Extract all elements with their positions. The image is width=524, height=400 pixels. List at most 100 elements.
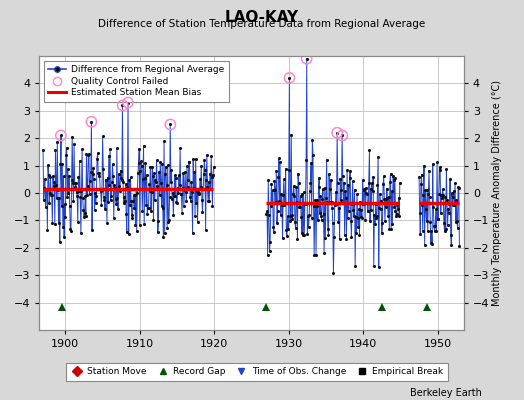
Point [75, 188, 83, 194]
Point [89, 165, 97, 171]
Point [388, 221, 397, 228]
Point [119, 179, 127, 186]
Point [60, 234, 68, 240]
Point [51, 147, 60, 154]
Point [371, 221, 379, 228]
Point [377, 206, 385, 212]
Point [191, 213, 199, 220]
Point [58, 161, 67, 167]
Point [346, 168, 354, 174]
Point [119, 200, 128, 206]
Point [369, 173, 377, 180]
Point [274, 174, 282, 180]
Point [363, 191, 371, 197]
Point [277, 212, 285, 218]
Point [279, 192, 287, 198]
Point [416, 210, 424, 216]
Point [389, 173, 397, 180]
Point [64, 190, 73, 196]
Point [180, 203, 188, 209]
Point [116, 188, 124, 194]
Point [368, 180, 376, 186]
Point [170, 193, 178, 200]
Point [204, 198, 212, 204]
Point [361, 217, 369, 223]
Point [442, 226, 450, 232]
Point [105, 152, 113, 159]
Point [423, 228, 432, 235]
Point [102, 176, 111, 183]
Point [338, 132, 346, 139]
Point [42, 186, 50, 192]
Point [105, 182, 114, 188]
Point [330, 233, 338, 240]
Point [436, 167, 444, 174]
Point [101, 206, 110, 212]
Point [54, 187, 62, 193]
Point [432, 206, 440, 212]
Point [358, 177, 367, 183]
Point [206, 186, 215, 192]
Point [92, 193, 101, 199]
Point [109, 172, 117, 179]
Point [310, 251, 319, 258]
Point [136, 168, 145, 174]
Point [205, 198, 213, 204]
Point [112, 201, 121, 207]
Point [301, 200, 309, 207]
Point [419, 192, 428, 198]
Point [327, 176, 335, 183]
Point [281, 200, 289, 206]
Point [95, 173, 103, 179]
Point [340, 180, 348, 186]
Point [96, 186, 104, 192]
Point [48, 191, 56, 198]
Point [129, 198, 137, 204]
Point [67, 228, 75, 234]
Point [334, 180, 342, 186]
Point [455, 185, 463, 191]
Point [176, 182, 184, 188]
Point [45, 172, 53, 178]
Point [125, 231, 133, 238]
Point [417, 181, 425, 188]
Point [180, 187, 189, 193]
Point [273, 220, 281, 226]
Point [378, 220, 387, 226]
Point [110, 214, 118, 221]
Point [447, 242, 455, 248]
Point [276, 159, 284, 165]
Point [322, 156, 331, 163]
Point [57, 132, 65, 139]
Point [433, 159, 441, 165]
Point [78, 188, 86, 194]
Point [196, 184, 205, 191]
Point [152, 179, 160, 185]
Text: Berkeley Earth: Berkeley Earth [410, 388, 482, 398]
Point [294, 180, 303, 186]
Point [376, 198, 385, 204]
Point [141, 160, 149, 166]
Point [426, 218, 434, 225]
Point [321, 184, 329, 191]
Point [437, 192, 445, 198]
Point [425, 168, 433, 174]
Point [328, 199, 336, 206]
Point [393, 201, 401, 208]
Point [290, 183, 298, 190]
Point [113, 145, 121, 151]
Point [355, 206, 363, 213]
Point [188, 230, 196, 236]
Point [187, 198, 195, 204]
Point [453, 217, 461, 224]
Point [59, 173, 68, 180]
Point [93, 156, 101, 162]
Point [337, 187, 346, 193]
Point [352, 230, 361, 237]
Point [122, 181, 130, 187]
Point [49, 173, 57, 179]
Point [320, 250, 329, 256]
Point [278, 202, 286, 208]
Point [165, 217, 173, 223]
Point [316, 193, 324, 199]
